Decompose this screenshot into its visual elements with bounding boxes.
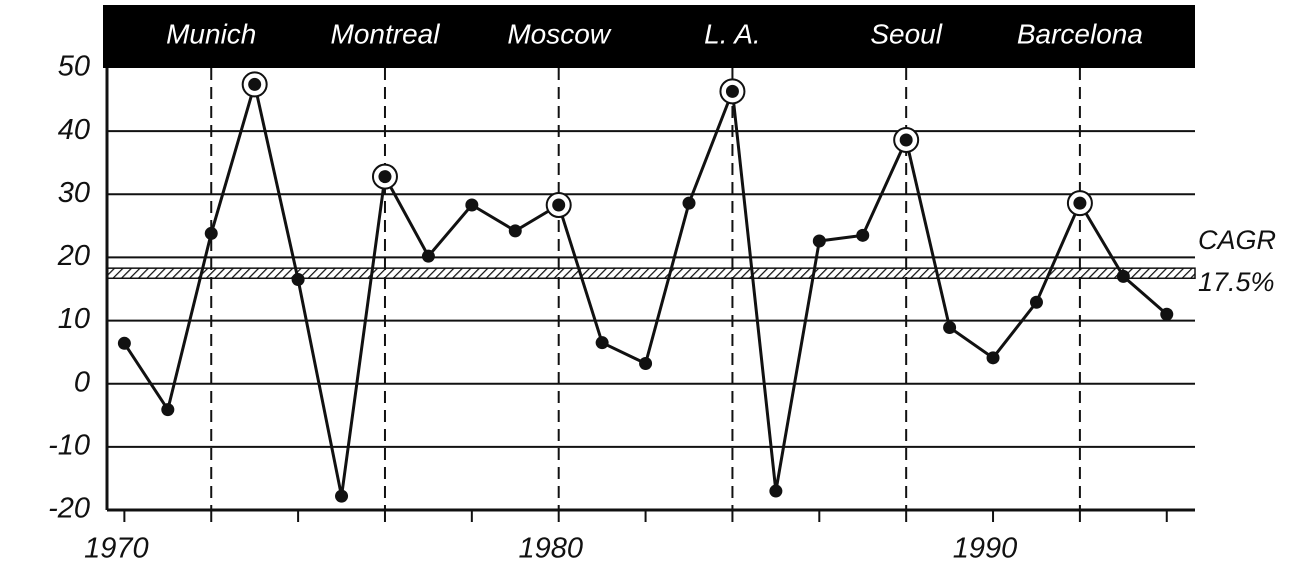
event-label: L. A. bbox=[704, 18, 761, 49]
event-label: Montreal bbox=[331, 18, 441, 49]
event-label: Barcelona bbox=[1017, 18, 1143, 49]
data-point bbox=[1029, 295, 1043, 309]
data-point bbox=[1116, 269, 1130, 283]
y-tick-label: 50 bbox=[58, 51, 90, 83]
data-point bbox=[899, 133, 913, 147]
data-point bbox=[682, 196, 696, 210]
data-point bbox=[117, 336, 131, 350]
data-line bbox=[123, 83, 1168, 497]
data-point bbox=[639, 357, 653, 371]
y-tick-label: 30 bbox=[58, 177, 90, 209]
data-point bbox=[465, 198, 479, 212]
y-tick-label: 10 bbox=[58, 303, 90, 335]
data-point bbox=[943, 321, 957, 335]
cagr-value: 17.5% bbox=[1198, 267, 1275, 297]
cagr-band bbox=[106, 267, 1196, 280]
y-tick-label: 20 bbox=[57, 240, 90, 272]
data-point bbox=[552, 198, 566, 212]
data-point bbox=[595, 336, 609, 350]
data-point bbox=[769, 484, 783, 498]
data-point bbox=[856, 228, 870, 242]
x-tick-label: 1980 bbox=[518, 533, 583, 565]
cagr-label: CAGR bbox=[1198, 225, 1276, 255]
data-point bbox=[161, 403, 175, 417]
data-point bbox=[378, 170, 392, 184]
data-point bbox=[204, 226, 218, 240]
y-tick-label: -20 bbox=[48, 493, 90, 525]
data-point bbox=[1160, 307, 1174, 321]
data-point bbox=[248, 77, 262, 91]
y-tick-label: 0 bbox=[74, 366, 90, 398]
x-tick-label: 1990 bbox=[953, 533, 1018, 565]
data-point bbox=[986, 351, 1000, 365]
header-band bbox=[103, 5, 1195, 68]
data-point bbox=[335, 489, 349, 503]
data-point bbox=[812, 234, 826, 248]
data-point bbox=[291, 273, 305, 287]
data-point bbox=[508, 224, 522, 238]
x-tick-label: 1970 bbox=[84, 533, 149, 565]
event-label: Munich bbox=[166, 18, 256, 49]
data-point bbox=[725, 84, 739, 98]
data-point bbox=[1073, 196, 1087, 210]
y-tick-label: -10 bbox=[48, 430, 90, 462]
event-label: Moscow bbox=[507, 18, 611, 49]
data-point bbox=[421, 249, 435, 263]
y-tick-label: 40 bbox=[58, 114, 90, 146]
event-label: Seoul bbox=[870, 18, 942, 49]
